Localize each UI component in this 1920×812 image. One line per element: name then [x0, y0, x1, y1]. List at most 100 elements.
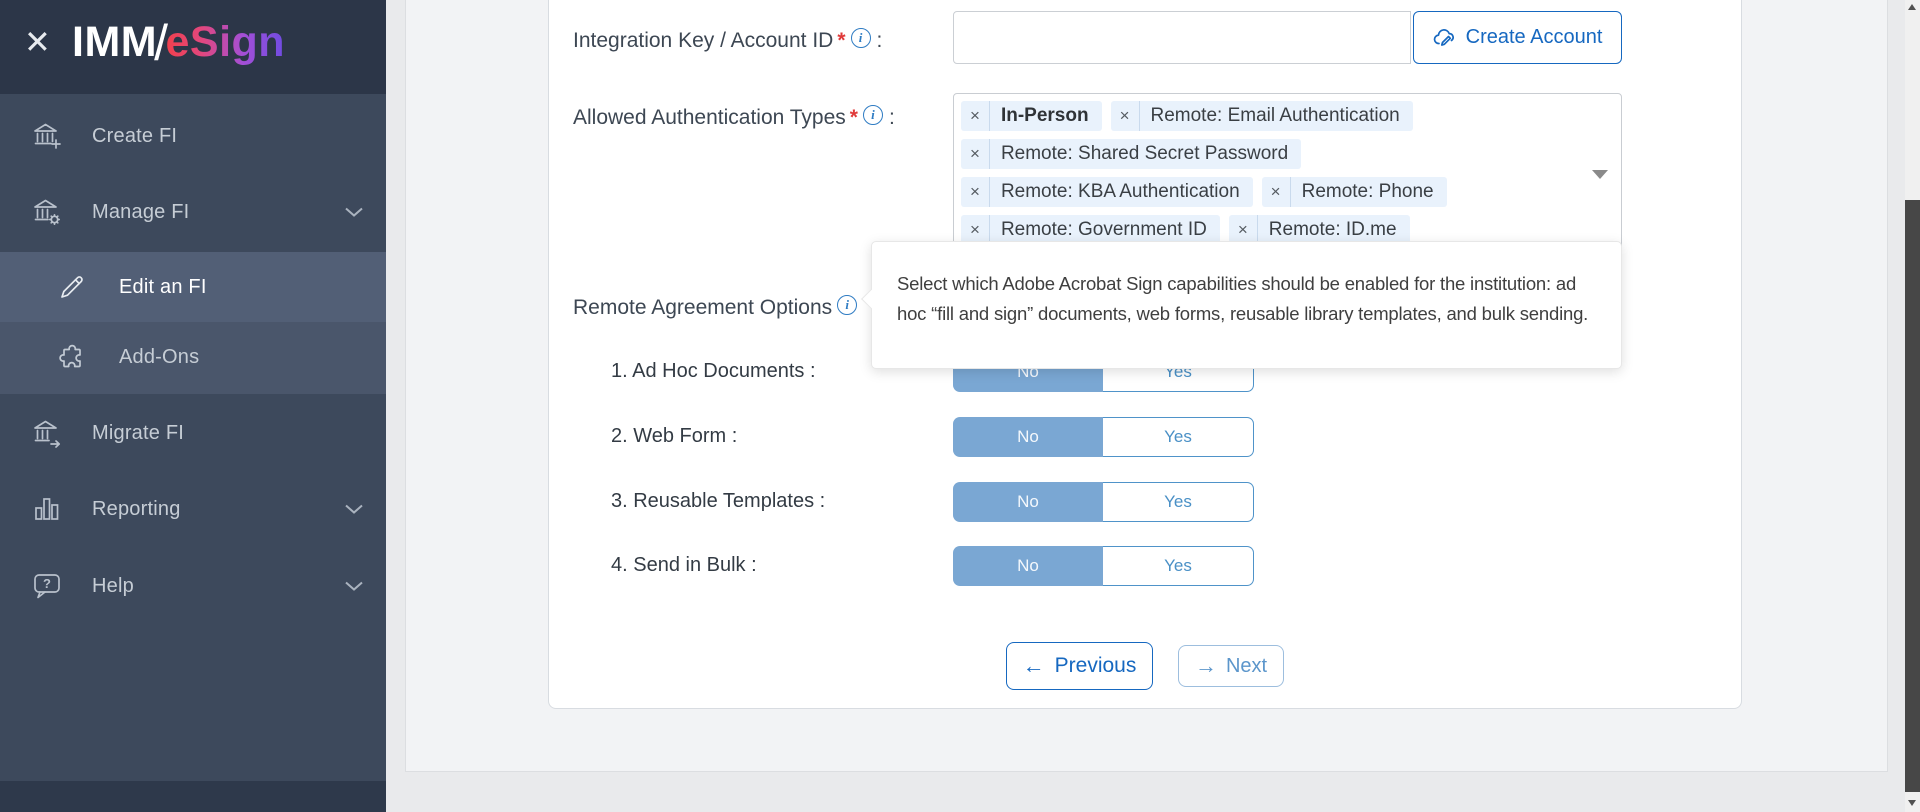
sidebar-footer	[0, 781, 386, 812]
right-arrow-icon: →	[1194, 653, 1217, 678]
form-card: Integration Key / Account ID * i: Create A…	[548, 0, 1742, 709]
reusable-templates-label: 3. Reusable Templates :	[611, 490, 826, 512]
sidebar-item-label: Reporting	[92, 497, 181, 520]
info-tooltip: Select which Adobe Acrobat Sign capabili…	[861, 241, 1622, 369]
label-text: Allowed Authentication Types	[573, 106, 846, 129]
auth-tag: × Remote: Email Authentication	[1110, 101, 1413, 131]
close-icon[interactable]: ✕	[24, 24, 51, 60]
yes-button[interactable]: Yes	[1103, 482, 1254, 522]
remove-tag-icon[interactable]: ×	[1111, 101, 1140, 131]
remove-tag-icon[interactable]: ×	[961, 139, 990, 169]
tag-label: Remote: KBA Authentication	[1000, 181, 1240, 202]
auth-tag: × Remote: KBA Authentication	[961, 177, 1253, 207]
tooltip-text: Select which Adobe Acrobat Sign capabili…	[897, 273, 1589, 324]
cloud-pencil-icon	[1433, 28, 1457, 47]
tag-row: × Remote: Shared Secret Password	[961, 139, 1581, 169]
bank-plus-icon	[30, 120, 64, 152]
svg-text:?: ?	[43, 576, 51, 591]
sidebar-item-reporting[interactable]: Reporting	[0, 483, 386, 535]
label-colon: :	[876, 29, 883, 52]
label-text: Remote Agreement Options	[573, 296, 833, 319]
puzzle-icon	[55, 341, 89, 373]
main-content: Integration Key / Account ID * i: Create A…	[386, 0, 1905, 812]
no-button[interactable]: No	[953, 546, 1103, 586]
chevron-down-icon	[344, 581, 364, 592]
sidebar-header: ✕ IMM/eSign	[0, 0, 386, 94]
auth-tag: × Remote: Government ID	[961, 215, 1220, 245]
auth-types-multiselect[interactable]: × In-Person × Remote: Email Authenticati…	[953, 93, 1622, 259]
tag-label: Remote: Government ID	[1000, 219, 1207, 240]
create-account-button[interactable]: Create Account	[1413, 11, 1622, 64]
logo-esign-text: eSign	[165, 18, 286, 66]
sidebar-item-label: Migrate FI	[92, 421, 185, 444]
scrollbar-up-arrow[interactable]	[1908, 4, 1916, 10]
sidebar-item-migrate-fi[interactable]: Migrate FI	[0, 407, 386, 459]
tag-label: Remote: Shared Secret Password	[1000, 143, 1289, 164]
no-button[interactable]: No	[953, 482, 1103, 522]
reusable-templates-toggle: No Yes	[953, 482, 1254, 522]
bar-chart-icon	[30, 493, 64, 525]
sidebar-item-help[interactable]: ? Help	[0, 560, 386, 612]
bank-gear-icon	[30, 196, 64, 228]
send-in-bulk-label: 4. Send in Bulk :	[611, 554, 757, 576]
tag-label: In-Person	[1000, 105, 1089, 126]
remove-tag-icon[interactable]: ×	[961, 215, 990, 245]
required-asterisk: *	[849, 106, 858, 129]
auth-tag: × Remote: Phone	[1261, 177, 1447, 207]
integration-key-input[interactable]	[953, 11, 1411, 64]
next-button[interactable]: → Next	[1178, 645, 1284, 687]
remove-tag-icon[interactable]: ×	[1229, 215, 1258, 245]
dropdown-caret-icon[interactable]	[1592, 170, 1608, 179]
next-label: Next	[1225, 654, 1268, 677]
sidebar-item-edit-an-fi[interactable]: Edit an FI	[0, 252, 386, 322]
vertical-scrollbar	[1905, 0, 1920, 812]
yes-button[interactable]: Yes	[1103, 546, 1254, 586]
sidebar-item-label: Edit an FI	[119, 275, 207, 298]
sidebar-item-create-fi[interactable]: Create FI	[0, 110, 386, 162]
auth-types-label: Allowed Authentication Types * i:	[573, 105, 895, 130]
auth-tag: × Remote: ID.me	[1228, 215, 1410, 245]
no-button[interactable]: No	[953, 417, 1103, 457]
sidebar-item-label: Help	[92, 574, 134, 597]
logo-slash: /	[154, 15, 169, 71]
previous-label: Previous	[1054, 654, 1137, 677]
tag-label: Remote: Email Authentication	[1150, 105, 1400, 126]
chevron-down-icon	[344, 504, 364, 515]
tag-row: × Remote: Government ID × Remote: ID.me	[961, 215, 1581, 245]
tag-label: Remote: ID.me	[1268, 219, 1397, 240]
left-arrow-icon: ←	[1022, 653, 1045, 678]
info-icon[interactable]: i	[837, 295, 858, 315]
scrollbar-thumb[interactable]	[1905, 200, 1920, 792]
remove-tag-icon[interactable]: ×	[961, 101, 990, 131]
bank-arrow-icon	[30, 417, 64, 449]
tag-row: × In-Person × Remote: Email Authenticati…	[961, 101, 1581, 131]
remove-tag-icon[interactable]: ×	[1262, 177, 1291, 207]
label-text: Integration Key / Account ID	[573, 29, 834, 52]
logo-imm-text: IMM	[72, 18, 158, 66]
info-icon[interactable]: i	[850, 28, 871, 48]
tag-label: Remote: Phone	[1301, 181, 1434, 202]
integration-key-label: Integration Key / Account ID * i:	[573, 28, 883, 53]
label-colon: :	[888, 106, 895, 129]
remove-tag-icon[interactable]: ×	[961, 177, 990, 207]
app-logo: IMM/eSign	[72, 14, 285, 72]
sidebar: ✕ IMM/eSign Create FI Manage FI	[0, 0, 386, 812]
question-bubble-icon: ?	[30, 570, 64, 602]
sidebar-item-manage-fi[interactable]: Manage FI	[0, 186, 386, 238]
info-icon[interactable]: i	[862, 105, 883, 125]
pencil-icon	[55, 272, 89, 302]
remote-options-label: Remote Agreement Options i	[573, 295, 858, 320]
tooltip-arrow	[861, 289, 881, 309]
auth-tag: × Remote: Shared Secret Password	[961, 139, 1302, 169]
yes-button[interactable]: Yes	[1103, 417, 1254, 457]
scrollbar-down-arrow[interactable]	[1908, 800, 1916, 806]
tag-row: × Remote: KBA Authentication × Remote: P…	[961, 177, 1581, 207]
ad-hoc-documents-label: 1. Ad Hoc Documents :	[611, 360, 816, 382]
sidebar-item-label: Manage FI	[92, 200, 190, 223]
sidebar-item-add-ons[interactable]: Add-Ons	[0, 322, 386, 392]
required-asterisk: *	[837, 29, 846, 52]
sidebar-item-label: Create FI	[92, 124, 178, 147]
web-form-toggle: No Yes	[953, 417, 1254, 457]
previous-button[interactable]: ← Previous	[1006, 642, 1153, 690]
